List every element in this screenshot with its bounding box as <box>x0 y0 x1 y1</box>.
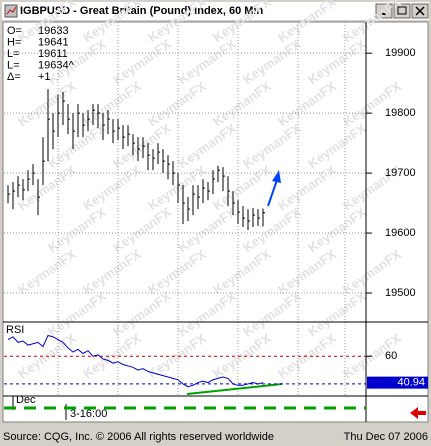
last-value-box <box>367 376 428 389</box>
y-tick-label: 19700 <box>385 167 416 179</box>
readout-label: Δ= <box>7 71 21 83</box>
readout-label: H= <box>7 36 21 48</box>
y-tick-label: 19500 <box>385 287 416 299</box>
close-icon <box>415 6 425 16</box>
readout-label: O= <box>7 25 22 37</box>
window-buttons[interactable] <box>375 3 429 19</box>
window-title: IGBPUSD - Great Britain (Pound) Index, 6… <box>20 5 264 17</box>
arrow-shaft <box>267 179 278 207</box>
time-label: 3-16:00 <box>70 408 107 420</box>
readout-value: +1 <box>38 71 51 83</box>
window-icon-line <box>6 6 17 15</box>
arrow-head <box>272 170 281 183</box>
maximize-icon <box>397 6 407 15</box>
scroll-arrow[interactable] <box>410 407 426 419</box>
readout-value: 19641 <box>38 36 69 48</box>
ohlc-readout: O= 19633 H= 19641 L= 19611 L= 19634^ Δ= +1 <box>7 25 75 83</box>
pane-label: RSI <box>6 324 24 336</box>
time-axis: Dec 3-16:00 <box>4 394 426 420</box>
readout-label: L= <box>7 48 20 60</box>
time-label: Dec <box>16 394 36 406</box>
readout-value: 19633 <box>38 25 69 37</box>
readout-label: L= <box>7 59 20 71</box>
title-bar <box>2 2 429 20</box>
status-date: Thu Dec 07 2006 <box>344 431 428 443</box>
readout-value: 19634^ <box>38 59 75 71</box>
y-tick-label: 19900 <box>385 47 416 59</box>
y-tick-label: 60 <box>385 350 397 362</box>
y-tick-label: 19800 <box>385 107 416 119</box>
y-tick-label: 19600 <box>385 227 416 239</box>
rsi-trendline <box>186 383 283 395</box>
readout-value: 19611 <box>38 48 68 60</box>
status-source: Source: CQG, Inc. © 2006 All rights rese… <box>3 431 274 443</box>
rsi-line <box>7 334 264 388</box>
trend-arrow <box>267 170 281 207</box>
chart-area <box>2 21 429 423</box>
last-value-label: 40.94 <box>397 377 425 389</box>
